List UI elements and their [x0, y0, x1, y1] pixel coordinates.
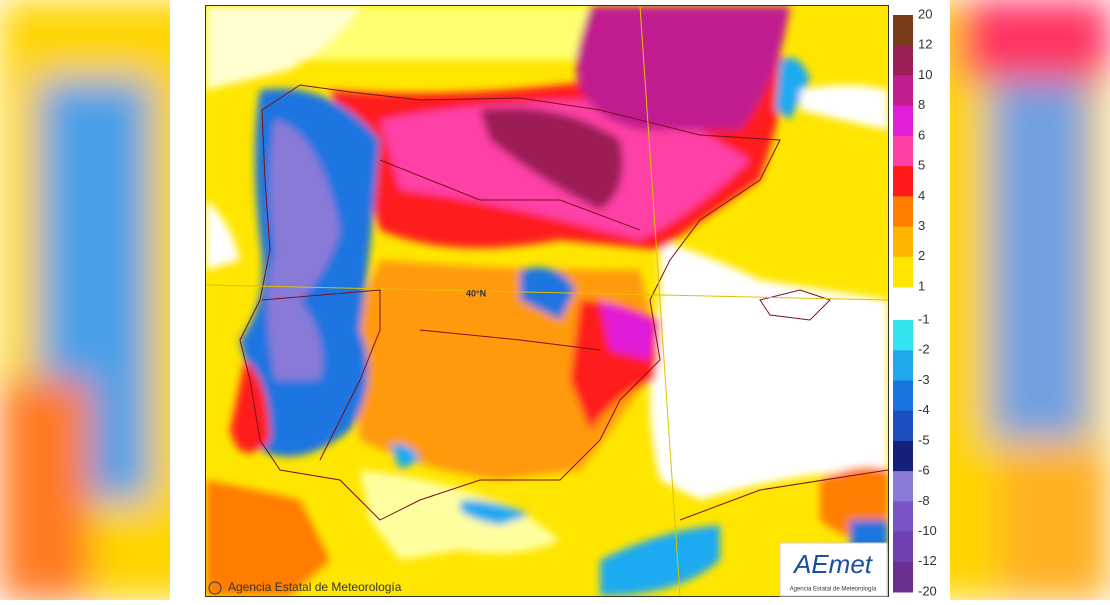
legend-swatch	[893, 226, 913, 258]
legend-label: 4	[918, 188, 925, 203]
copyright-icon	[208, 581, 222, 595]
legend-label: -2	[918, 342, 930, 357]
legend-swatch	[893, 471, 913, 502]
legend-swatch	[893, 45, 913, 76]
legend-label: 6	[918, 127, 925, 142]
legend-swatch	[893, 75, 913, 107]
legend-label: 10	[918, 67, 932, 82]
legend-swatch	[893, 531, 913, 563]
legend-label: -10	[918, 523, 937, 538]
legend-swatch	[893, 440, 913, 472]
latitude-line	[206, 284, 888, 301]
legend-swatch	[893, 105, 913, 137]
legend-swatch	[893, 501, 913, 533]
legend-label: -3	[918, 372, 930, 387]
legend-swatch	[893, 166, 913, 197]
legend-swatch	[893, 15, 913, 46]
logo: AEmet Agencia Estatal de Meteorología	[779, 542, 888, 597]
legend-label: 5	[918, 158, 925, 173]
legend-swatch	[893, 561, 913, 593]
legend-label: -12	[918, 553, 937, 568]
legend-label: 12	[918, 37, 932, 52]
credit-text: Agencia Estatal de Meteorología	[228, 580, 402, 594]
logo-text: AEmet	[792, 549, 874, 579]
legend-label: 8	[918, 97, 925, 112]
anomaly-map: 40°N	[206, 6, 888, 596]
legend-swatch	[893, 350, 913, 381]
legend-swatch	[893, 410, 913, 442]
legend: 20 12 10 8 6 5 4 3 2 1 -1 -2 -3 -4 -5 -6 -8 -10 -12 -20	[893, 6, 937, 598]
legend-label: -6	[918, 463, 930, 478]
credit: Agencia Estatal de Meteorología	[208, 580, 402, 595]
legend-label: 1	[918, 278, 925, 293]
legend-label: 20	[918, 6, 932, 21]
logo-subtitle: Agencia Estatal de Meteorología	[790, 587, 877, 593]
legend-swatch	[893, 135, 913, 167]
legend-label: -5	[918, 432, 930, 447]
logo-box	[779, 542, 888, 597]
legend-swatch	[893, 196, 913, 228]
legend-label: 2	[918, 248, 925, 263]
latitude-label: 40°N	[466, 288, 486, 298]
legend-label: -4	[918, 402, 930, 417]
map-frame	[205, 5, 889, 597]
legend-swatch	[893, 256, 913, 288]
longitude-line	[639, 6, 681, 596]
borders	[239, 84, 888, 521]
legend-label: -8	[918, 493, 930, 508]
legend-label: 3	[918, 218, 925, 233]
legend-label: -1	[918, 311, 930, 326]
legend-swatch	[893, 380, 913, 412]
legend-label: -20	[918, 583, 937, 598]
legend-swatch	[893, 320, 913, 351]
